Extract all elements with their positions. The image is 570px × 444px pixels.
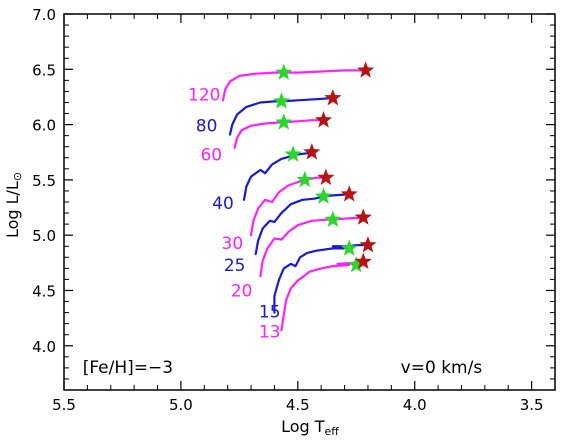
annotation-1: v=0 km/s	[401, 358, 483, 378]
x-tick-label: 5.5	[52, 396, 76, 414]
mid-star-40	[284, 145, 302, 162]
end-star-120	[357, 61, 375, 78]
track-60	[233, 119, 325, 149]
y-tick-label: 4.5	[32, 282, 56, 300]
y-tick-label: 6.5	[32, 61, 56, 79]
track-label-120: 120	[188, 86, 220, 106]
track-13	[280, 261, 367, 332]
mid-star-80	[272, 92, 290, 109]
evolution-tracks	[221, 69, 370, 332]
end-star-13	[354, 252, 372, 269]
y-tick-label: 7.0	[32, 6, 56, 24]
track-label-13: 13	[259, 322, 281, 342]
track-80	[228, 96, 334, 136]
x-tick-label: 3.5	[520, 396, 544, 414]
mid-star-20	[324, 210, 342, 227]
track-label-40: 40	[212, 194, 234, 214]
track-stars	[272, 61, 377, 273]
y-tick-label: 6.0	[32, 117, 56, 135]
track-40	[242, 151, 313, 201]
end-star-60	[314, 111, 333, 128]
end-star-25	[340, 185, 358, 202]
end-star-40	[303, 143, 321, 160]
mid-star-13	[347, 256, 365, 273]
end-star-30	[317, 168, 335, 185]
end-star-80	[324, 89, 342, 106]
track-label-15: 15	[259, 302, 281, 322]
x-tick-label: 4.5	[286, 396, 310, 414]
x-tick-label: 4.0	[403, 396, 427, 414]
track-label-25: 25	[224, 256, 246, 276]
track-label-60: 60	[200, 145, 222, 165]
y-axis-label: Log L/L⊙	[3, 172, 24, 238]
annotation-0: [Fe/H]=−3	[83, 358, 173, 378]
y-tick-label: 5.0	[32, 227, 56, 245]
end-star-15	[359, 236, 377, 253]
mid-star-15	[340, 239, 358, 256]
end-star-20	[354, 208, 372, 225]
mid-star-120	[275, 63, 293, 80]
axis-ticks: 5.5 5.0 4.5 4.0 3.5 4.0 4.5 5.0 5.5 6.0 6.5 7.0	[32, 6, 556, 414]
annotations: [Fe/H]=−3 v=0 km/s	[83, 358, 483, 378]
mid-star-60	[275, 113, 293, 130]
x-tick-label: 5.0	[169, 396, 193, 414]
y-tick-label: 5.5	[32, 172, 56, 190]
track-120	[221, 69, 367, 102]
x-axis-label: Log Teff	[281, 417, 339, 438]
track-label-30: 30	[222, 234, 244, 254]
track-label-20: 20	[231, 281, 253, 301]
mid-star-30	[296, 170, 314, 188]
plot-frame	[63, 13, 556, 391]
y-tick-label: 4.0	[32, 338, 56, 356]
mid-star-25	[314, 187, 333, 204]
track-label-80: 80	[196, 117, 218, 137]
